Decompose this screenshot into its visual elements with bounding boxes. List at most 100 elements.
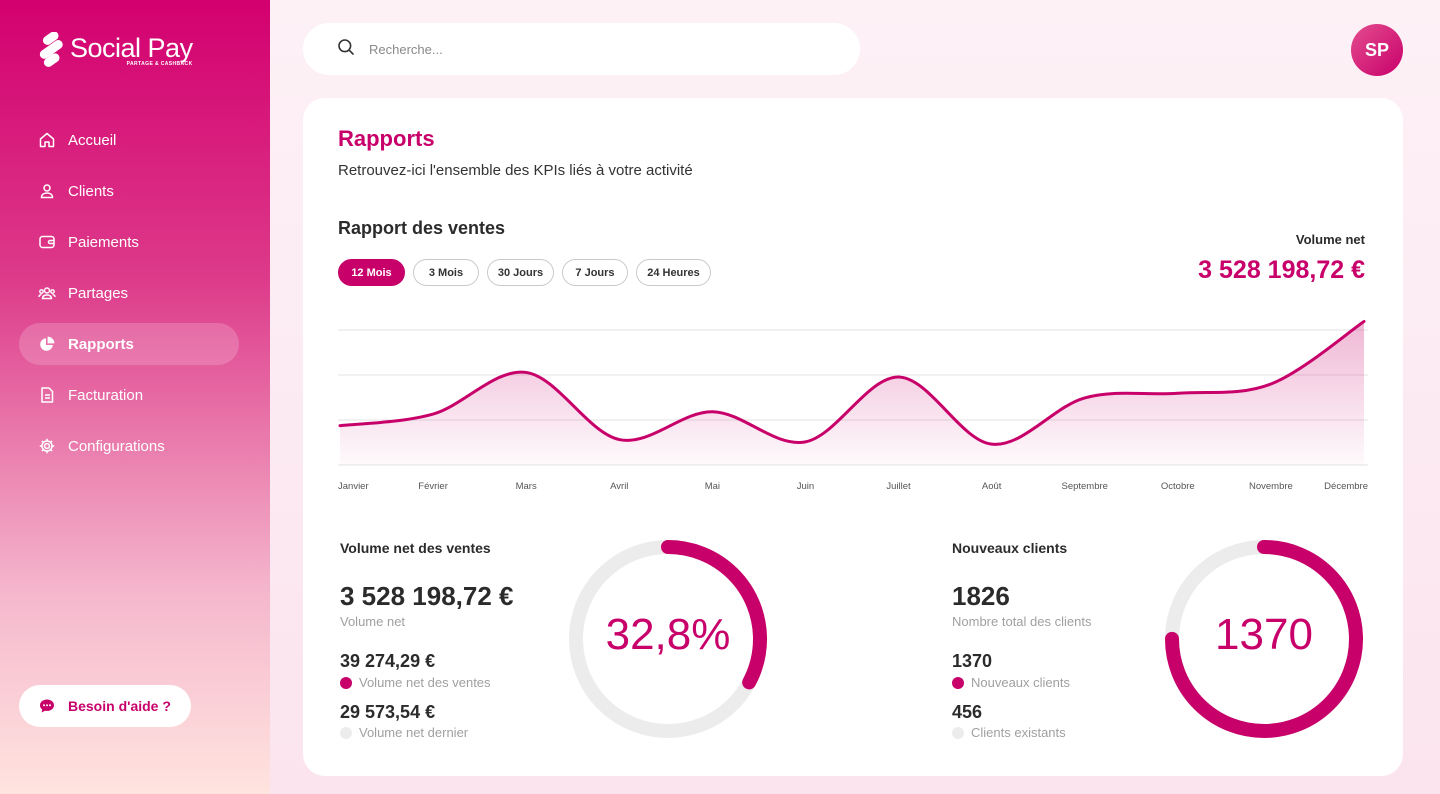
chart-x-tick-label: Avril [610,481,628,492]
clients-total-caption: Nombre total des clients [952,614,1092,629]
legend-net-previous: Volume net dernier [340,725,468,740]
chart-x-tick-label: Janvier [338,481,369,492]
existing-clients-value: 456 [952,702,983,722]
net-sales-previous-value: 29 573,54 € [340,702,436,722]
net-sales-total: 3 528 198,72 € [340,581,514,611]
chart-area-fill [340,321,1364,465]
legend-net-sales: Volume net des ventes [340,675,491,690]
chart-x-tick-label: Novembre [1249,481,1293,492]
ring-progress [569,540,767,738]
sidebar-item-accueil[interactable]: Accueil [19,119,239,161]
user-avatar[interactable]: SP [1351,24,1403,76]
chart-point [989,441,995,447]
net-volume-label: Volume net [1295,232,1365,247]
page-title: Rapports [338,126,435,151]
sidebar-item-label: Accueil [68,131,117,149]
filter-7-jours[interactable]: 7 Jours [562,259,628,286]
legend-dot [340,676,352,689]
sidebar-item-rapports[interactable]: Rapports [19,323,239,365]
brand-name: Social Pay [70,33,193,63]
legend-label: Clients existants [971,725,1066,740]
gear-icon [38,437,56,455]
social-pay-logo-icon [36,31,66,68]
sidebar-item-partages[interactable]: Partages [19,272,239,314]
user-icon [38,182,56,200]
new-clients-title: Nouveaux clients [952,540,1068,556]
chart-x-tick-label: Septembre [1061,481,1107,492]
legend-label: Nouveaux clients [971,675,1070,690]
sidebar-item-label: Clients [68,182,114,200]
sales-area-chart: Janvier Février Mars Avril Mai Juin Juillet Aoû… [338,319,1368,492]
new-clients-ring [1165,540,1363,738]
chart-point [1175,390,1181,396]
wallet-icon [38,233,56,251]
filter-12-mois[interactable]: 12 Mois [338,259,405,286]
chart-x-tick-label: Août [982,481,1002,492]
sidebar: Social Pay PARTAGE & CASHBACK Accueil Cl… [0,0,270,794]
chart-x-tick-label: Octobre [1161,481,1195,492]
chart-series-line [338,320,1366,446]
chart-point [1268,381,1274,387]
users-icon [38,284,56,302]
sales-report-title: Rapport des ventes [338,218,506,238]
chart-point [616,437,622,443]
chart-point [896,374,902,380]
filter-3-mois[interactable]: 3 Mois [413,259,479,286]
chart-x-tick-label: Décembre [1324,481,1368,492]
legend-dot [952,676,964,689]
chart-point [1361,319,1367,325]
legend-new-clients: Nouveaux clients [952,675,1070,690]
help-label: Besoin d'aide ? [68,698,171,714]
legend-label: Volume net des ventes [359,675,491,690]
search-bar[interactable] [303,23,860,75]
sidebar-item-label: Paiements [68,233,139,251]
net-volume-ring [569,540,767,738]
search-input[interactable] [369,41,809,57]
legend-dot [952,726,964,739]
clients-total: 1826 [952,581,1010,611]
chart-x-tick-label: Juillet [886,481,911,492]
net-sales-total-caption: Volume net [340,614,406,629]
chart-x-tick-label: Mai [705,481,720,492]
chart-point [709,409,715,415]
net-sales-current-value: 39 274,29 € [340,651,436,671]
pie-chart-icon [38,335,56,353]
chart-point [802,439,808,445]
period-filters: 12 Mois 3 Mois 30 Jours 7 Jours 24 Heure… [338,259,719,286]
reports-card: Rapports Retrouvez-ici l'ensemble des KP… [303,98,1403,776]
chart-x-tick-label: Mars [516,481,537,492]
chat-bubble-icon [39,698,55,714]
chart-x-tick-label: Juin [797,481,814,492]
sidebar-item-configurations[interactable]: Configurations [19,425,239,467]
filter-24-heures[interactable]: 24 Heures [636,259,711,286]
net-volume-value: 3 528 198,72 € [1198,256,1365,284]
sidebar-nav: Accueil Clients Paiements Partages Rappo… [19,119,239,476]
brand-tagline: PARTAGE & CASHBACK [126,61,193,67]
ring-progress [1165,540,1363,738]
search-icon [337,38,355,61]
net-sales-title: Volume net des ventes [340,540,491,556]
chart-point [430,411,436,417]
chart-point [1082,395,1088,401]
page-subtitle: Retrouvez-ici l'ensemble des KPIs liés à… [338,162,693,179]
new-clients-value: 1370 [952,651,993,671]
sidebar-item-label: Facturation [68,386,144,404]
legend-label: Volume net dernier [359,725,469,740]
legend-dot [340,726,352,739]
sidebar-item-label: Rapports [68,335,134,353]
sidebar-item-label: Configurations [68,437,165,455]
chart-x-tick-label: Février [418,481,448,492]
brand-logo[interactable]: Social Pay PARTAGE & CASHBACK [36,31,193,68]
new-clients-count: 1370 [1215,610,1313,659]
sidebar-item-clients[interactable]: Clients [19,170,239,212]
net-volume-percent: 32,8% [605,610,731,659]
sidebar-item-paiements[interactable]: Paiements [19,221,239,263]
sidebar-item-label: Partages [68,284,129,302]
sidebar-item-facturation[interactable]: Facturation [19,374,239,416]
help-button[interactable]: Besoin d'aide ? [19,685,191,727]
home-icon [38,131,56,149]
legend-existing-clients: Clients existants [952,725,1066,740]
filter-30-jours[interactable]: 30 Jours [487,259,554,286]
chart-point [523,369,529,375]
document-icon [38,386,56,404]
